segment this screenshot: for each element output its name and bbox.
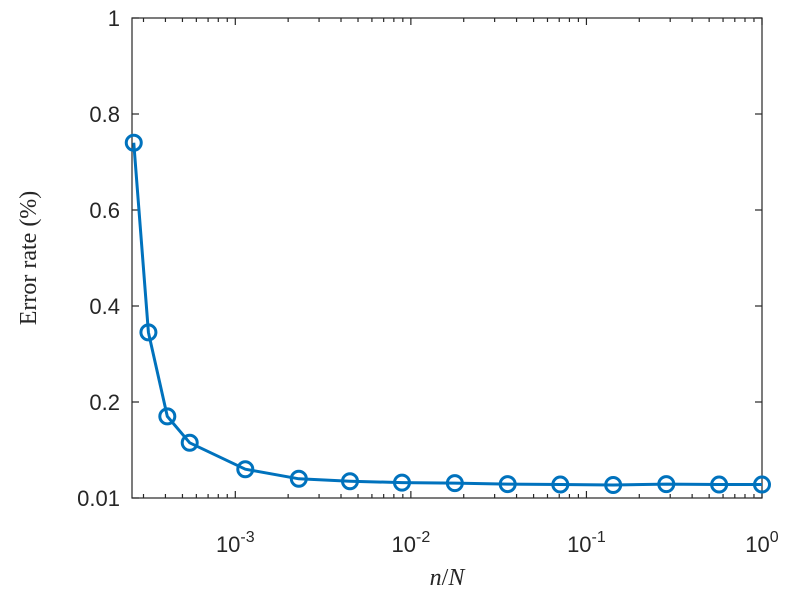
data-point: [445, 474, 464, 493]
y-axis: 0.01 0.2 0.4 0.6 0.8 1: [77, 6, 762, 511]
data-point: [124, 133, 143, 152]
y-tick-label: 0.2: [89, 390, 120, 415]
data-point: [340, 472, 359, 491]
data-point: [158, 407, 177, 426]
data-point: [551, 475, 570, 494]
x-tick-label: 10-3: [216, 529, 255, 557]
x-tick-label: 10-2: [392, 529, 431, 557]
series-markers: [124, 133, 771, 495]
data-point: [236, 460, 255, 479]
plot-box: [131, 17, 763, 499]
series-line: [132, 142, 762, 487]
y-tick-label: 0.01: [77, 486, 120, 511]
y-tick-label: 1: [108, 6, 120, 31]
y-tick-label: 0.6: [89, 198, 120, 223]
data-point: [180, 433, 199, 452]
y-tick-label: 0.4: [89, 294, 120, 319]
plot-frame: [131, 17, 763, 499]
data-point: [139, 323, 158, 342]
data-point: [753, 475, 771, 494]
data-point: [710, 475, 729, 494]
y-axis-label: Error rate (%): [16, 191, 42, 326]
data-line: [132, 142, 762, 487]
data-point: [657, 475, 676, 494]
x-axis: 10-3 10-2 10-1 100: [142, 18, 779, 557]
x-axis-label: n/N: [430, 565, 467, 591]
data-point: [392, 473, 411, 492]
data-point: [604, 476, 623, 495]
data-point: [498, 475, 517, 494]
x-tick-label: 100: [745, 529, 778, 557]
data-point: [289, 469, 308, 488]
y-tick-label: 0.8: [89, 102, 120, 127]
x-tick-label: 10-1: [567, 529, 606, 557]
